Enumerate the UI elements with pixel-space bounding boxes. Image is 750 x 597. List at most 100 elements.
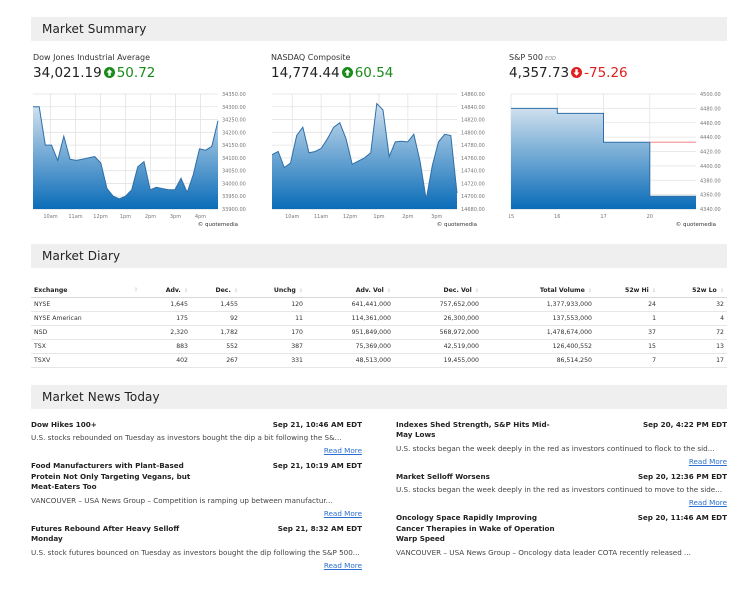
table-row: NYSE American 175 92 11 114,361,000 26,300,00… [31, 311, 727, 326]
svg-text:14700.00: 14700.00 [461, 194, 485, 200]
news-title[interactable]: Food Manufacturers with Plant-Based Prot… [31, 461, 191, 491]
nasdaq-chart[interactable]: 14860.00 14840.00 14820.00 14800.00 14780.00… [270, 91, 510, 231]
table-row: NYSE 1,645 1,455 120 641,441,000 757,652,000 1… [31, 297, 727, 312]
news-item: Food Manufacturers with Plant-Based Prot… [31, 461, 362, 519]
market-diary-table: Exchange ⇳ Adv. ⇳ Dec. ⇳ Unchg ⇳ Adv. Vol ⇳ D… [31, 284, 727, 368]
index-djia[interactable]: Dow Jones Industrial Average 34,021.19 50… [33, 52, 253, 83]
svg-text:11am: 11am [314, 214, 328, 220]
svg-text:© quotemedia: © quotemedia [676, 221, 716, 228]
svg-text:12pm: 12pm [343, 214, 358, 220]
news-item: Indexes Shed Strength, S&P Hits Mid-May … [396, 420, 727, 467]
news-date: Sep 20, 12:36 PM EDT [637, 471, 727, 481]
news-title[interactable]: Dow Hikes 100+ [31, 419, 97, 429]
svg-text:14740.00: 14740.00 [461, 169, 485, 175]
index-sp500[interactable]: S&P 500 EOD 4,357.73 -75.26 [509, 52, 729, 83]
svg-text:14780.00: 14780.00 [461, 143, 485, 149]
column-header-exchange[interactable]: Exchange ⇳ [31, 284, 141, 298]
news-summary: U.S. stocks rebounded on Tuesday as inve… [31, 433, 342, 442]
svg-text:4440.00: 4440.00 [700, 135, 721, 141]
svg-text:© quotemedia: © quotemedia [198, 221, 238, 228]
table-row: NSD 2,320 1,782 170 951,849,000 568,972,000 1,… [31, 325, 727, 340]
svg-text:4340.00: 4340.00 [700, 207, 721, 213]
market-diary-header: Market Diary [31, 244, 727, 268]
column-header-adv-vol[interactable]: Adv. Vol ⇳ [306, 284, 394, 298]
eod-label: EOD [544, 56, 556, 62]
index-change: -75.26 [584, 65, 628, 81]
column-header-52w-hi[interactable]: 52w Hi ⇳ [595, 284, 659, 298]
djia-chart[interactable]: 34350.00 34300.00 34250.00 34200.00 34150.00… [31, 91, 271, 231]
read-more-link[interactable]: Read More [323, 446, 362, 455]
index-name: NASDAQ Composite [271, 53, 351, 62]
svg-text:3pm: 3pm [170, 214, 181, 220]
index-last: 4,357.73 [509, 65, 570, 81]
sort-icon[interactable]: ⇳ [298, 287, 303, 294]
index-change: 60.54 [354, 65, 394, 81]
sort-icon[interactable]: ⇳ [587, 287, 592, 294]
news-title[interactable]: Market Selloff Worsens [396, 471, 490, 481]
svg-text:1pm: 1pm [120, 214, 131, 220]
news-title[interactable]: Oncology Space Rapidly Improving Cancer … [396, 513, 555, 543]
news-item: Dow Hikes 100+ Sep 21, 10:46 AM EDT U.S. … [31, 420, 362, 457]
column-header-total-volume[interactable]: Total Volume ⇳ [482, 284, 595, 298]
table-header-row: Exchange ⇳ Adv. ⇳ Dec. ⇳ Unchg ⇳ Adv. Vol ⇳ D… [31, 284, 727, 298]
svg-text:14820.00: 14820.00 [461, 118, 485, 124]
svg-text:14800.00: 14800.00 [461, 130, 485, 136]
news-date: Sep 20, 11:46 AM EDT [637, 513, 727, 522]
index-nasdaq[interactable]: NASDAQ Composite 14,774.44 60.54 [271, 52, 491, 83]
column-header-adv[interactable]: Adv. ⇳ [141, 284, 191, 298]
sp500-chart[interactable]: 4500.00 4480.00 4460.00 4440.00 4420.00 4400.… [509, 91, 749, 231]
svg-text:14680.00: 14680.00 [461, 207, 485, 213]
svg-text:2pm: 2pm [145, 214, 156, 220]
index-name: S&P 500 EOD [509, 53, 556, 62]
read-more-link[interactable]: Read More [323, 508, 362, 518]
sort-icon[interactable]: ⇳ [719, 287, 724, 294]
index-name: Dow Jones Industrial Average [33, 53, 151, 62]
svg-text:34350.00: 34350.00 [222, 92, 246, 98]
svg-text:4pm: 4pm [195, 214, 206, 220]
column-header-dec[interactable]: Dec. ⇳ [191, 284, 241, 298]
market-news-header: Market News Today [31, 384, 727, 409]
svg-text:34150.00: 34150.00 [222, 143, 246, 149]
svg-text:34000.00: 34000.00 [222, 181, 246, 187]
news-title[interactable]: Futures Rebound After Heavy Selloff Mond… [31, 523, 180, 544]
sort-icon[interactable]: ⇳ [386, 287, 391, 294]
read-more-link[interactable]: Read More [688, 456, 727, 466]
index-change: 50.72 [116, 65, 156, 81]
sort-icon[interactable]: ⇳ [183, 287, 188, 294]
market-page: Market Summary Dow Jones Industrial Aver… [31, 17, 727, 576]
svg-text:14760.00: 14760.00 [461, 156, 485, 162]
column-header-unchg[interactable]: Unchg ⇳ [241, 284, 306, 298]
svg-text:3pm: 3pm [431, 214, 442, 220]
svg-text:34050.00: 34050.00 [222, 169, 246, 175]
svg-text:11am: 11am [68, 214, 82, 220]
read-more-link[interactable]: Read More [688, 498, 727, 507]
sort-icon[interactable]: ⇳ [233, 287, 238, 294]
sort-icon[interactable]: ⇳ [651, 287, 656, 294]
svg-text:4480.00: 4480.00 [700, 106, 721, 112]
read-more-link[interactable]: Read More [323, 560, 362, 570]
sort-icon[interactable]: ⇳ [474, 287, 479, 294]
news-date: Sep 21, 10:46 AM EDT [272, 419, 362, 429]
news-summary: VANCOUVER – USA News Group – Competition… [31, 495, 333, 505]
table-row: TSX 883 552 387 75,369,000 42,519,000 126,400,… [31, 339, 727, 354]
column-header-dec-vol[interactable]: Dec. Vol ⇳ [394, 284, 482, 298]
news-item: Oncology Space Rapidly Improving Cancer … [396, 513, 727, 558]
sort-icon[interactable]: ⇳ [133, 286, 138, 293]
svg-text:4420.00: 4420.00 [700, 150, 721, 156]
svg-text:14720.00: 14720.00 [461, 181, 485, 187]
index-last: 34,021.19 [33, 65, 102, 81]
arrow-up-circle-icon [103, 64, 115, 84]
svg-text:2pm: 2pm [402, 214, 413, 220]
column-header-52w-lo[interactable]: 52w Lo ⇳ [659, 284, 727, 298]
svg-text:14840.00: 14840.00 [461, 105, 485, 111]
svg-text:1pm: 1pm [373, 214, 384, 220]
news-title[interactable]: Indexes Shed Strength, S&P Hits Mid-May … [396, 419, 550, 440]
news-summary: U.S. stocks began the week deeply in the… [396, 485, 723, 494]
svg-text:4460.00: 4460.00 [700, 121, 721, 127]
news-date: Sep 21, 10:19 AM EDT [272, 461, 362, 470]
svg-text:17: 17 [600, 214, 606, 220]
svg-text:14860.00: 14860.00 [461, 92, 485, 98]
svg-text:15: 15 [509, 214, 514, 220]
svg-text:12pm: 12pm [93, 214, 108, 220]
svg-text:20: 20 [647, 214, 653, 220]
